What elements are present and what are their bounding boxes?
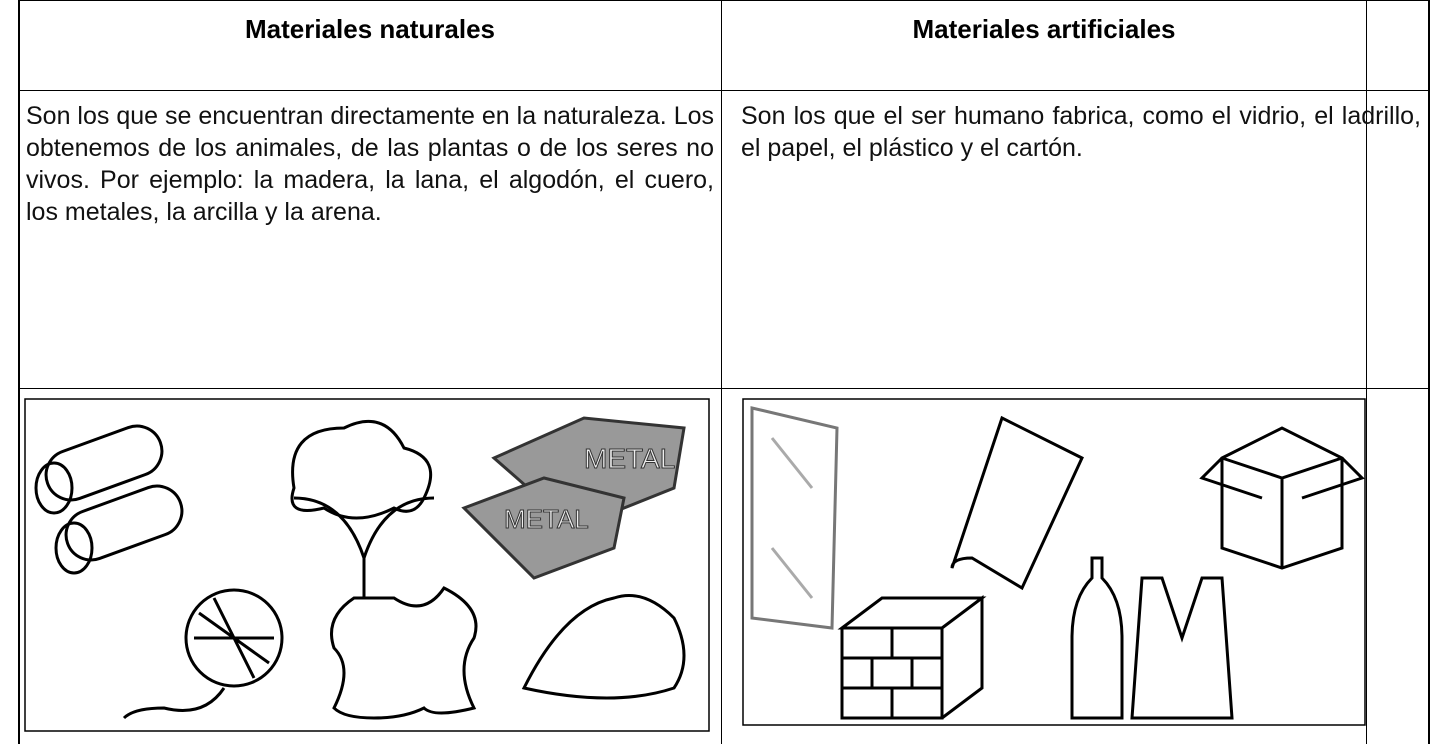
- border: [18, 388, 1430, 389]
- border: [721, 0, 722, 744]
- cell-text: Son los que se encuentran directamente e…: [26, 102, 714, 226]
- bag-icon: [1130, 576, 1234, 720]
- glass-icon: [750, 406, 839, 630]
- cell-text: Son los que el ser humano fabrica, como …: [741, 102, 1421, 162]
- metal-label: METAL: [584, 443, 675, 474]
- box-icon: [1199, 426, 1365, 570]
- artificial-images: [742, 398, 1366, 726]
- metal-icon: METAL METAL: [461, 416, 686, 580]
- cotton-icon: [290, 419, 435, 598]
- metal-label: METAL: [504, 504, 589, 534]
- border: [18, 90, 1430, 91]
- brick-icon: [837, 595, 987, 720]
- sand-icon: [521, 594, 686, 700]
- paper-icon: [950, 415, 1084, 591]
- logs-icon: [34, 424, 184, 575]
- border: [18, 0, 1430, 1]
- natural-images: METAL METAL: [24, 398, 710, 732]
- wool-icon: [122, 588, 284, 720]
- column-header: Materiales naturales: [244, 14, 495, 44]
- column-header: Materiales artificiales: [912, 14, 1176, 44]
- bottle-icon: [1070, 556, 1124, 720]
- leather-icon: [330, 586, 478, 720]
- border: [1366, 0, 1367, 744]
- border: [1428, 0, 1430, 744]
- border: [18, 0, 20, 744]
